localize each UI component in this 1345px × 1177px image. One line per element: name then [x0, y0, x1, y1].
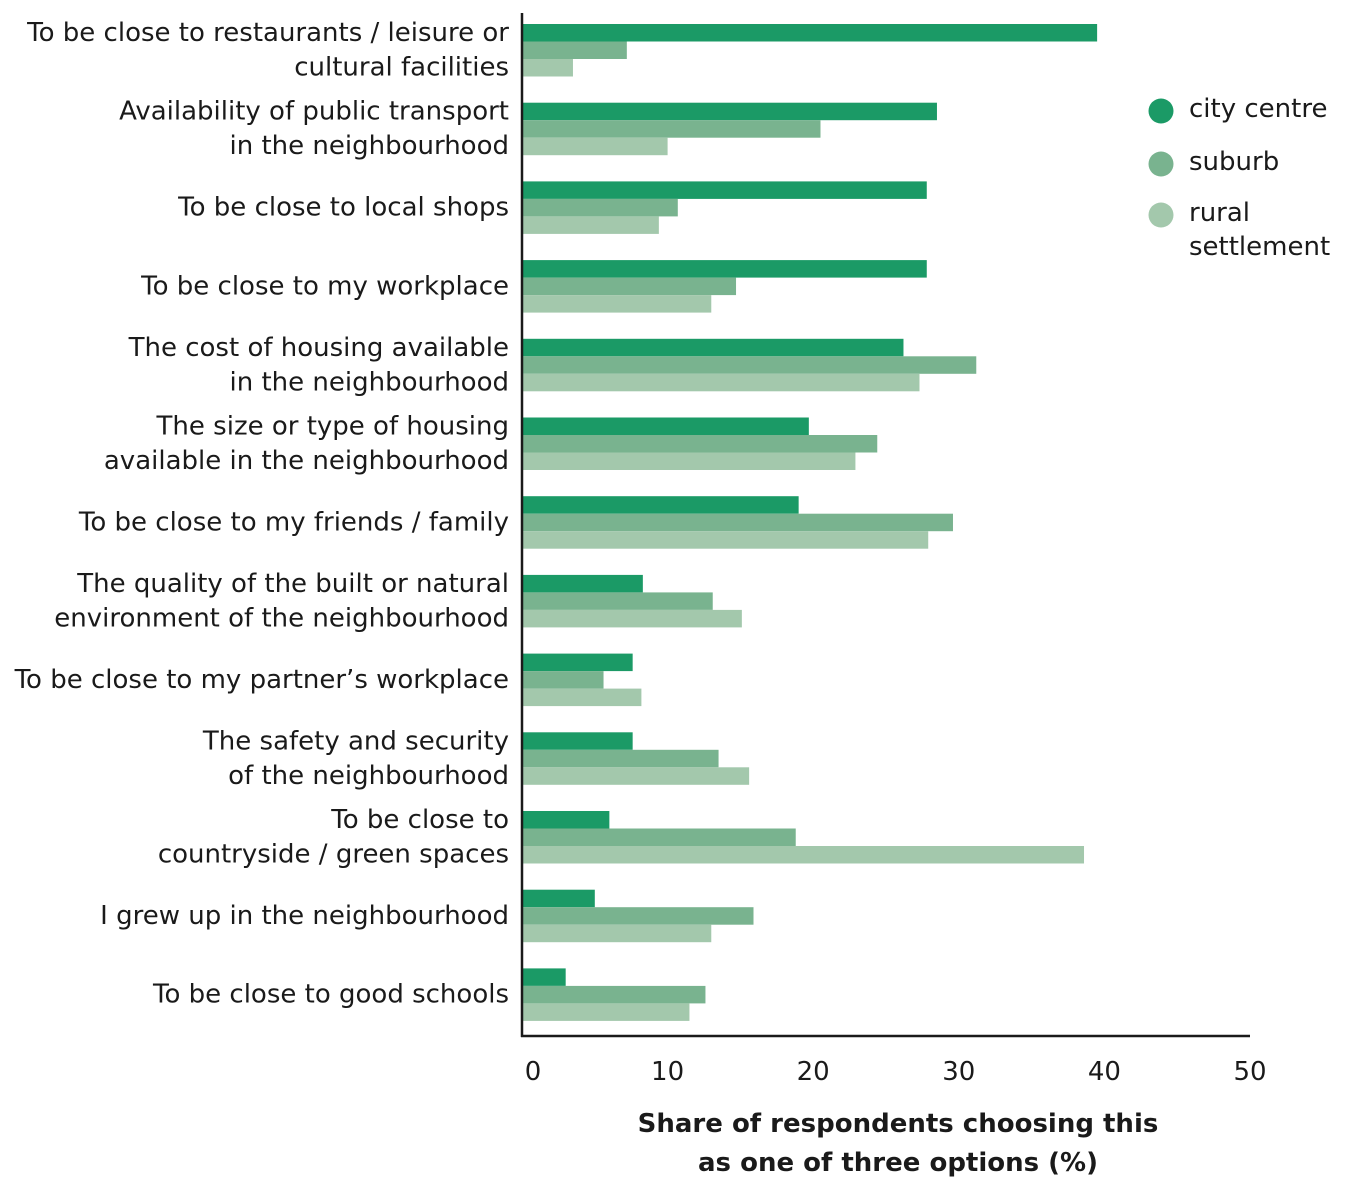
bar-city-centre-12 [522, 968, 566, 986]
bar-city-centre-4 [522, 338, 904, 357]
bar-city-centre-0 [522, 24, 1098, 42]
x-tick-label: 10 [651, 1057, 684, 1087]
x-tick-label: 30 [942, 1057, 975, 1087]
legend-label: settlement [1189, 232, 1330, 262]
bar-rural-settlement-12 [522, 1003, 690, 1021]
category-label: To be close to my workplace [140, 271, 509, 301]
bar-suburb-5 [522, 435, 878, 453]
category-labels: To be close to restaurants / leisure or c… [14, 18, 510, 1010]
bar-city-centre-5 [522, 417, 809, 435]
legend-marker-suburb [1148, 151, 1174, 177]
bar-rural-settlement-5 [522, 452, 856, 470]
category-label: To be close to good schools [152, 980, 509, 1010]
category-label: I grew up in the neighbourhood [100, 901, 509, 931]
x-axis-title: Share of respondents choosing this as one… [638, 1109, 1159, 1177]
bar-suburb-10 [522, 828, 796, 846]
bar-suburb-9 [522, 749, 719, 768]
bar-rural-settlement-3 [522, 295, 712, 313]
bar-city-centre-8 [522, 653, 633, 672]
x-tick-label: 0 [525, 1057, 542, 1087]
bar-city-centre-11 [522, 889, 595, 908]
bar-rural-settlement-1 [522, 137, 668, 156]
bar-suburb-8 [522, 671, 604, 689]
bar-rural-settlement-6 [522, 531, 929, 549]
legend-marker-rural-settlement [1148, 202, 1174, 228]
legend-label: rural [1189, 198, 1250, 228]
bar-rural-settlement-7 [522, 609, 742, 628]
category-label: countryside / green spaces [158, 840, 509, 870]
bar-suburb-2 [522, 198, 678, 217]
category-label: in the neighbourhood [230, 367, 510, 397]
bar-rural-settlement-2 [522, 216, 659, 234]
bar-city-centre-7 [522, 574, 643, 593]
bar-city-centre-9 [522, 732, 633, 750]
bar-rural-settlement-0 [522, 59, 573, 77]
bars-group [522, 24, 1098, 1021]
category-label: The size or type of housing [156, 412, 509, 442]
bar-suburb-0 [522, 41, 627, 59]
x-axis-title-line: as one of three options (%) [698, 1148, 1098, 1177]
bar-suburb-6 [522, 513, 953, 532]
category-label: cultural facilities [294, 53, 509, 83]
legend-marker-city-centre [1148, 98, 1174, 124]
x-tick-label: 40 [1088, 1057, 1121, 1087]
category-label: To be close to local shops [177, 193, 509, 223]
category-label: available in the neighbourhood [104, 446, 509, 476]
bar-rural-settlement-8 [522, 688, 642, 707]
bar-suburb-3 [522, 277, 737, 296]
category-label: Availability of public transport [119, 97, 509, 127]
bar-suburb-1 [522, 120, 821, 138]
category-label: environment of the neighbourhood [54, 603, 509, 633]
bar-suburb-12 [522, 985, 706, 1004]
category-label: To be close to my friends / family [78, 507, 509, 537]
category-label: To be close to restaurants / leisure or [26, 18, 509, 48]
legend-label: city centre [1189, 94, 1327, 124]
x-axis-title-line: Share of respondents choosing this [638, 1109, 1159, 1139]
category-label: The quality of the built or natural [76, 569, 509, 599]
bar-rural-settlement-4 [522, 373, 920, 392]
category-label: of the neighbourhood [228, 761, 509, 791]
bar-suburb-11 [522, 907, 754, 925]
bar-city-centre-3 [522, 260, 927, 278]
category-label: To be close to [330, 805, 509, 835]
bar-rural-settlement-10 [522, 846, 1085, 864]
x-tick-label: 20 [797, 1057, 830, 1087]
legend-label: suburb [1189, 147, 1279, 177]
bar-suburb-4 [522, 356, 977, 374]
category-label: To be close to my partner’s workplace [14, 665, 509, 695]
x-tick-label: 50 [1233, 1057, 1266, 1087]
bar-city-centre-10 [522, 811, 610, 829]
bar-rural-settlement-11 [522, 924, 712, 943]
bar-city-centre-1 [522, 102, 937, 121]
bar-suburb-7 [522, 592, 713, 610]
bar-rural-settlement-9 [522, 767, 750, 785]
category-label: in the neighbourhood [230, 131, 510, 161]
x-tick-labels: 0 10 20 30 40 50 [525, 1057, 1267, 1087]
category-label: The cost of housing available [128, 333, 509, 363]
bar-city-centre-2 [522, 181, 927, 199]
category-label: The safety and security [202, 726, 509, 756]
legend: city centre suburb rural settlement [1148, 94, 1330, 262]
bar-city-centre-6 [522, 496, 799, 514]
